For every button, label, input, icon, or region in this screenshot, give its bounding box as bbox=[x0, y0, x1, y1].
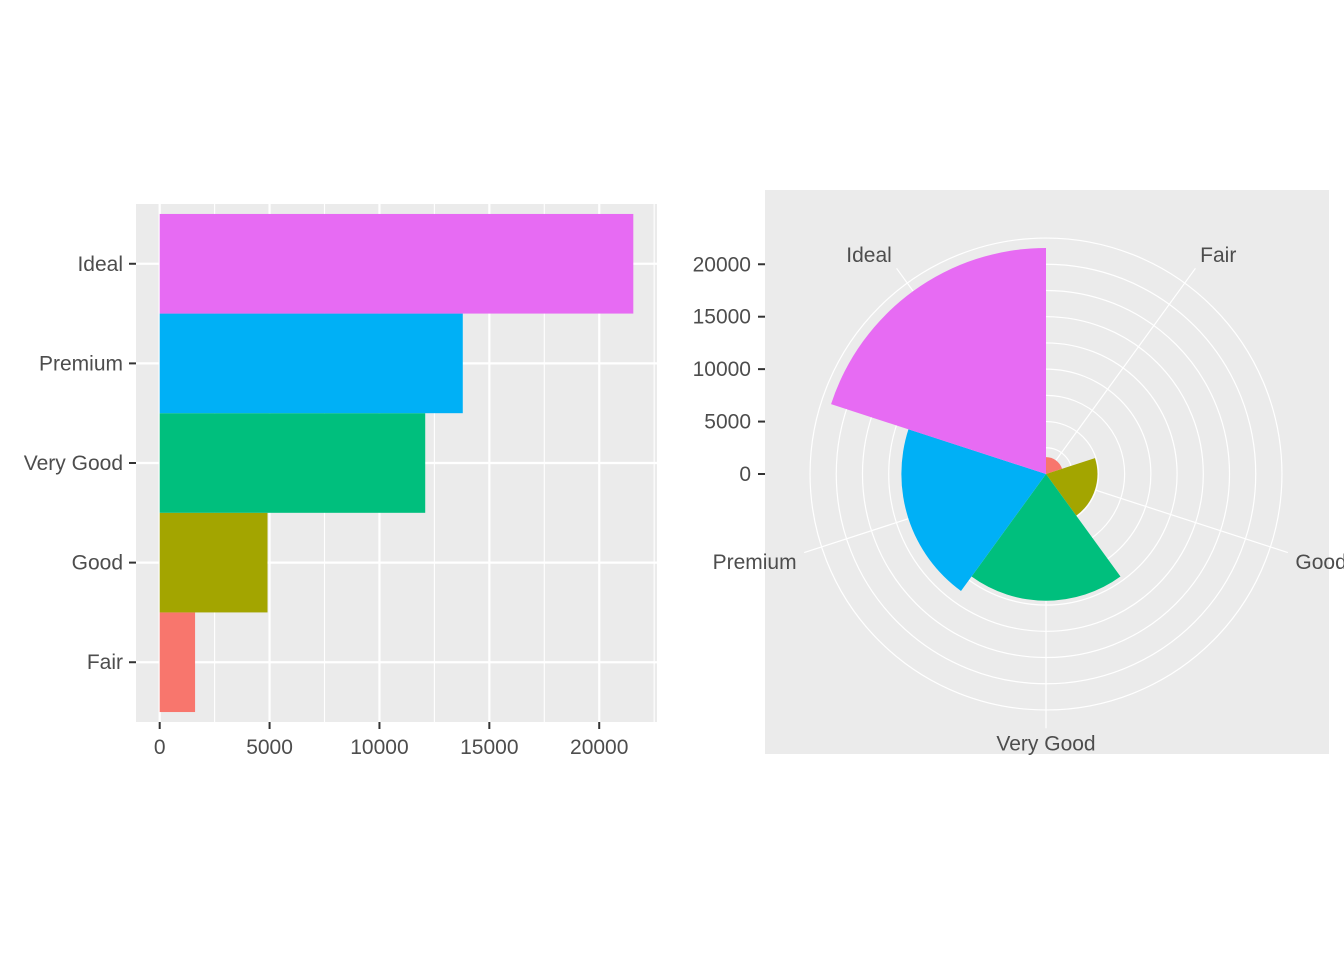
bar-chart-bars bbox=[159, 213, 634, 713]
bar-very-good bbox=[159, 413, 426, 513]
wedge-good bbox=[1046, 458, 1098, 516]
polar-label-ideal: Ideal bbox=[846, 244, 892, 267]
polar-label-good: Good bbox=[1295, 551, 1344, 574]
x-tick-label: 10000 bbox=[350, 736, 408, 759]
polar-label-fair: Fair bbox=[1200, 244, 1236, 267]
y-tick-label-very-good: Very Good bbox=[24, 452, 123, 475]
wedge-premium bbox=[901, 429, 1046, 592]
bar-chart-x-axis: 0 5000 10000 15000 20000 bbox=[154, 722, 628, 759]
x-tick-label: 15000 bbox=[460, 736, 518, 759]
y-tick-label-good: Good bbox=[72, 552, 123, 575]
r-tick-label: 20000 bbox=[693, 253, 751, 276]
x-tick-label: 5000 bbox=[246, 736, 293, 759]
wedge-very-good bbox=[971, 474, 1121, 601]
polar-chart-wedges bbox=[831, 248, 1121, 601]
r-tick-label: 0 bbox=[739, 463, 751, 486]
y-tick-label-fair: Fair bbox=[87, 651, 123, 674]
bar-fair bbox=[159, 612, 196, 713]
x-tick-label: 0 bbox=[154, 736, 166, 759]
polar-chart-radial-axis: 0 5000 10000 15000 20000 bbox=[693, 253, 765, 486]
r-tick-label: 10000 bbox=[693, 358, 751, 381]
bar-ideal bbox=[159, 213, 634, 314]
y-tick-label-ideal: Ideal bbox=[77, 253, 123, 276]
polar-label-premium: Premium bbox=[713, 551, 797, 574]
r-tick-label: 15000 bbox=[693, 306, 751, 329]
wedge-fair bbox=[1046, 457, 1063, 474]
horizontal-bar-chart: Fair Good Very Good Premium Ideal 0 5000 10000… bbox=[24, 204, 657, 759]
r-tick-label: 5000 bbox=[704, 411, 751, 434]
bar-premium bbox=[159, 313, 463, 414]
polar-label-very-good: Very Good bbox=[996, 732, 1095, 755]
bar-good bbox=[159, 512, 268, 613]
polar-chart-category-labels: Fair Good Very Good Premium Ideal bbox=[713, 244, 1344, 755]
x-tick-label: 20000 bbox=[570, 736, 628, 759]
polar-bar-chart: Fair Good Very Good Premium Ideal 0 5000 10000… bbox=[693, 190, 1344, 755]
polar-spoke bbox=[1045, 267, 1196, 475]
wedge-ideal bbox=[831, 248, 1046, 474]
polar-grid-circle bbox=[809, 237, 1283, 711]
y-tick-label-premium: Premium bbox=[39, 352, 123, 375]
bar-chart-y-axis: Fair Good Very Good Premium Ideal bbox=[24, 253, 136, 674]
